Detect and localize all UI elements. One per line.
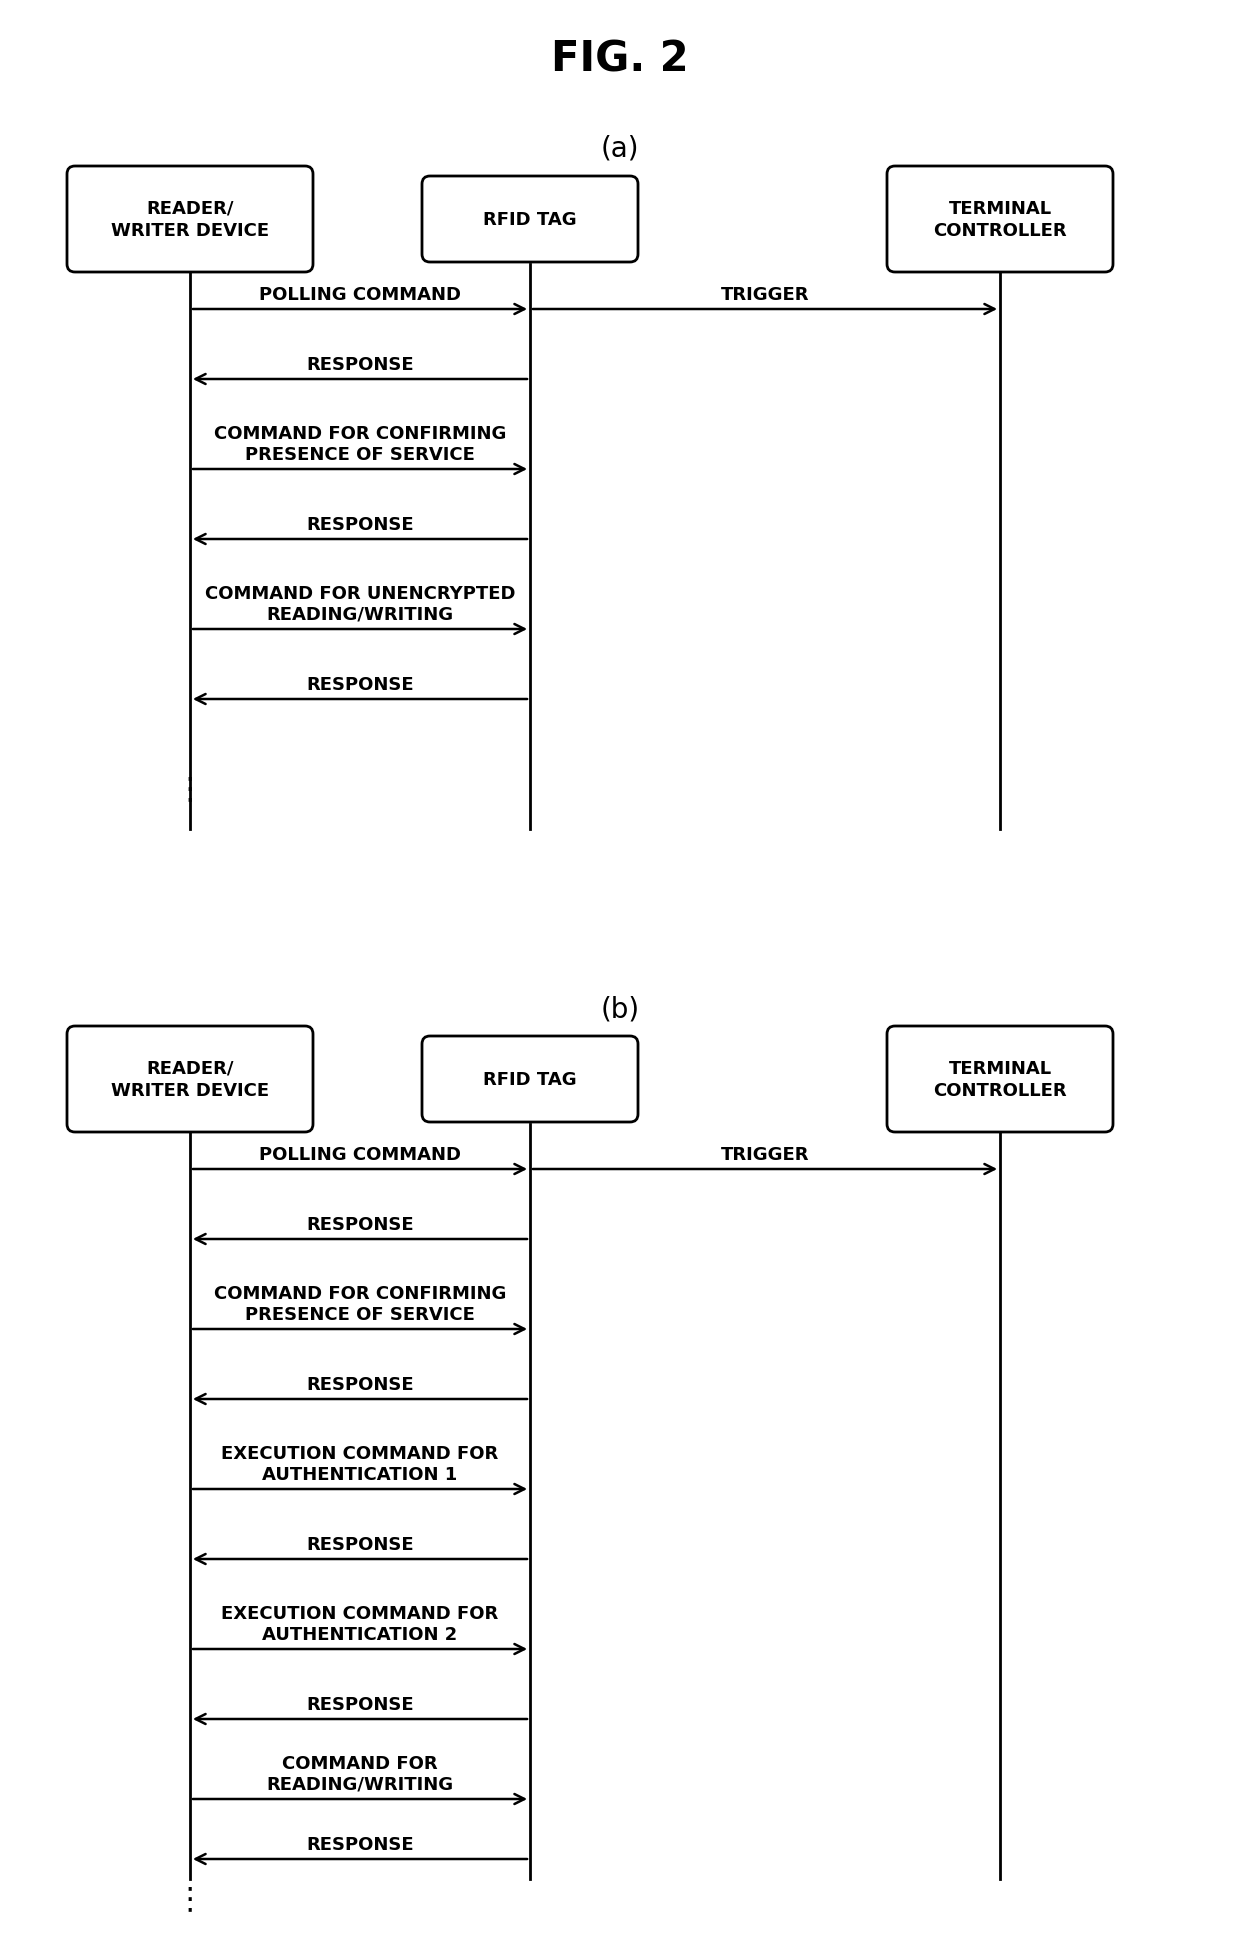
Text: COMMAND FOR
READING/WRITING: COMMAND FOR READING/WRITING (267, 1755, 454, 1794)
Text: FIG. 2: FIG. 2 (552, 39, 688, 81)
Text: POLLING COMMAND: POLLING COMMAND (259, 285, 461, 304)
Text: ⋮: ⋮ (175, 1885, 206, 1914)
Text: COMMAND FOR UNENCRYPTED
READING/WRITING: COMMAND FOR UNENCRYPTED READING/WRITING (205, 586, 516, 624)
FancyBboxPatch shape (887, 167, 1114, 273)
Text: (b): (b) (600, 995, 640, 1024)
Text: TERMINAL
CONTROLLER: TERMINAL CONTROLLER (934, 200, 1066, 240)
Text: COMMAND FOR CONFIRMING
PRESENCE OF SERVICE: COMMAND FOR CONFIRMING PRESENCE OF SERVI… (213, 425, 506, 463)
Text: ⋮: ⋮ (175, 776, 206, 805)
Text: TRIGGER: TRIGGER (720, 285, 810, 304)
Text: READER/
WRITER DEVICE: READER/ WRITER DEVICE (110, 200, 269, 240)
Text: TERMINAL
CONTROLLER: TERMINAL CONTROLLER (934, 1059, 1066, 1099)
Text: RESPONSE: RESPONSE (306, 1536, 414, 1553)
FancyBboxPatch shape (422, 1037, 639, 1123)
Text: RESPONSE: RESPONSE (306, 675, 414, 694)
Text: RFID TAG: RFID TAG (484, 1070, 577, 1088)
Text: POLLING COMMAND: POLLING COMMAND (259, 1146, 461, 1163)
Text: RESPONSE: RESPONSE (306, 1375, 414, 1394)
Text: EXECUTION COMMAND FOR
AUTHENTICATION 2: EXECUTION COMMAND FOR AUTHENTICATION 2 (222, 1604, 498, 1642)
FancyBboxPatch shape (887, 1026, 1114, 1132)
Text: RFID TAG: RFID TAG (484, 211, 577, 229)
FancyBboxPatch shape (422, 176, 639, 264)
Text: RESPONSE: RESPONSE (306, 516, 414, 533)
Text: EXECUTION COMMAND FOR
AUTHENTICATION 1: EXECUTION COMMAND FOR AUTHENTICATION 1 (222, 1445, 498, 1483)
Text: RESPONSE: RESPONSE (306, 1695, 414, 1714)
Text: READER/
WRITER DEVICE: READER/ WRITER DEVICE (110, 1059, 269, 1099)
Text: RESPONSE: RESPONSE (306, 357, 414, 374)
Text: COMMAND FOR CONFIRMING
PRESENCE OF SERVICE: COMMAND FOR CONFIRMING PRESENCE OF SERVI… (213, 1284, 506, 1322)
FancyBboxPatch shape (67, 1026, 312, 1132)
Text: (a): (a) (600, 134, 640, 163)
Text: TRIGGER: TRIGGER (720, 1146, 810, 1163)
Text: RESPONSE: RESPONSE (306, 1216, 414, 1233)
Text: RESPONSE: RESPONSE (306, 1834, 414, 1854)
FancyBboxPatch shape (67, 167, 312, 273)
